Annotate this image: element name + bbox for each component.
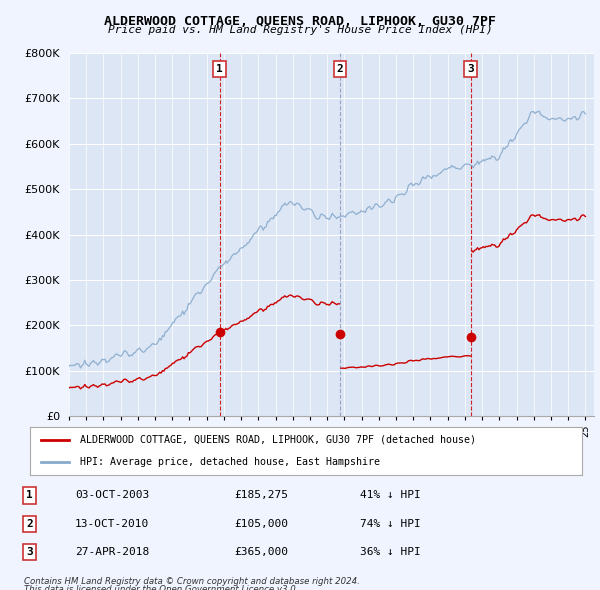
Text: 1: 1	[216, 64, 223, 74]
Text: £365,000: £365,000	[235, 547, 289, 557]
Text: Price paid vs. HM Land Registry's House Price Index (HPI): Price paid vs. HM Land Registry's House …	[107, 25, 493, 35]
Text: ALDERWOOD COTTAGE, QUEENS ROAD, LIPHOOK, GU30 7PF (detached house): ALDERWOOD COTTAGE, QUEENS ROAD, LIPHOOK,…	[80, 435, 476, 445]
Text: 1: 1	[26, 490, 33, 500]
Text: £185,275: £185,275	[235, 490, 289, 500]
Text: This data is licensed under the Open Government Licence v3.0.: This data is licensed under the Open Gov…	[24, 585, 299, 590]
Text: 36% ↓ HPI: 36% ↓ HPI	[360, 547, 421, 557]
Text: 27-APR-2018: 27-APR-2018	[75, 547, 149, 557]
Text: Contains HM Land Registry data © Crown copyright and database right 2024.: Contains HM Land Registry data © Crown c…	[24, 577, 360, 586]
Text: 03-OCT-2003: 03-OCT-2003	[75, 490, 149, 500]
Text: 13-OCT-2010: 13-OCT-2010	[75, 519, 149, 529]
Text: 3: 3	[467, 64, 474, 74]
Text: 2: 2	[26, 519, 33, 529]
Text: ALDERWOOD COTTAGE, QUEENS ROAD, LIPHOOK, GU30 7PF: ALDERWOOD COTTAGE, QUEENS ROAD, LIPHOOK,…	[104, 15, 496, 28]
Text: 74% ↓ HPI: 74% ↓ HPI	[360, 519, 421, 529]
Text: £105,000: £105,000	[235, 519, 289, 529]
Text: 3: 3	[26, 547, 33, 557]
Text: 2: 2	[337, 64, 343, 74]
Text: 41% ↓ HPI: 41% ↓ HPI	[360, 490, 421, 500]
Text: HPI: Average price, detached house, East Hampshire: HPI: Average price, detached house, East…	[80, 457, 380, 467]
